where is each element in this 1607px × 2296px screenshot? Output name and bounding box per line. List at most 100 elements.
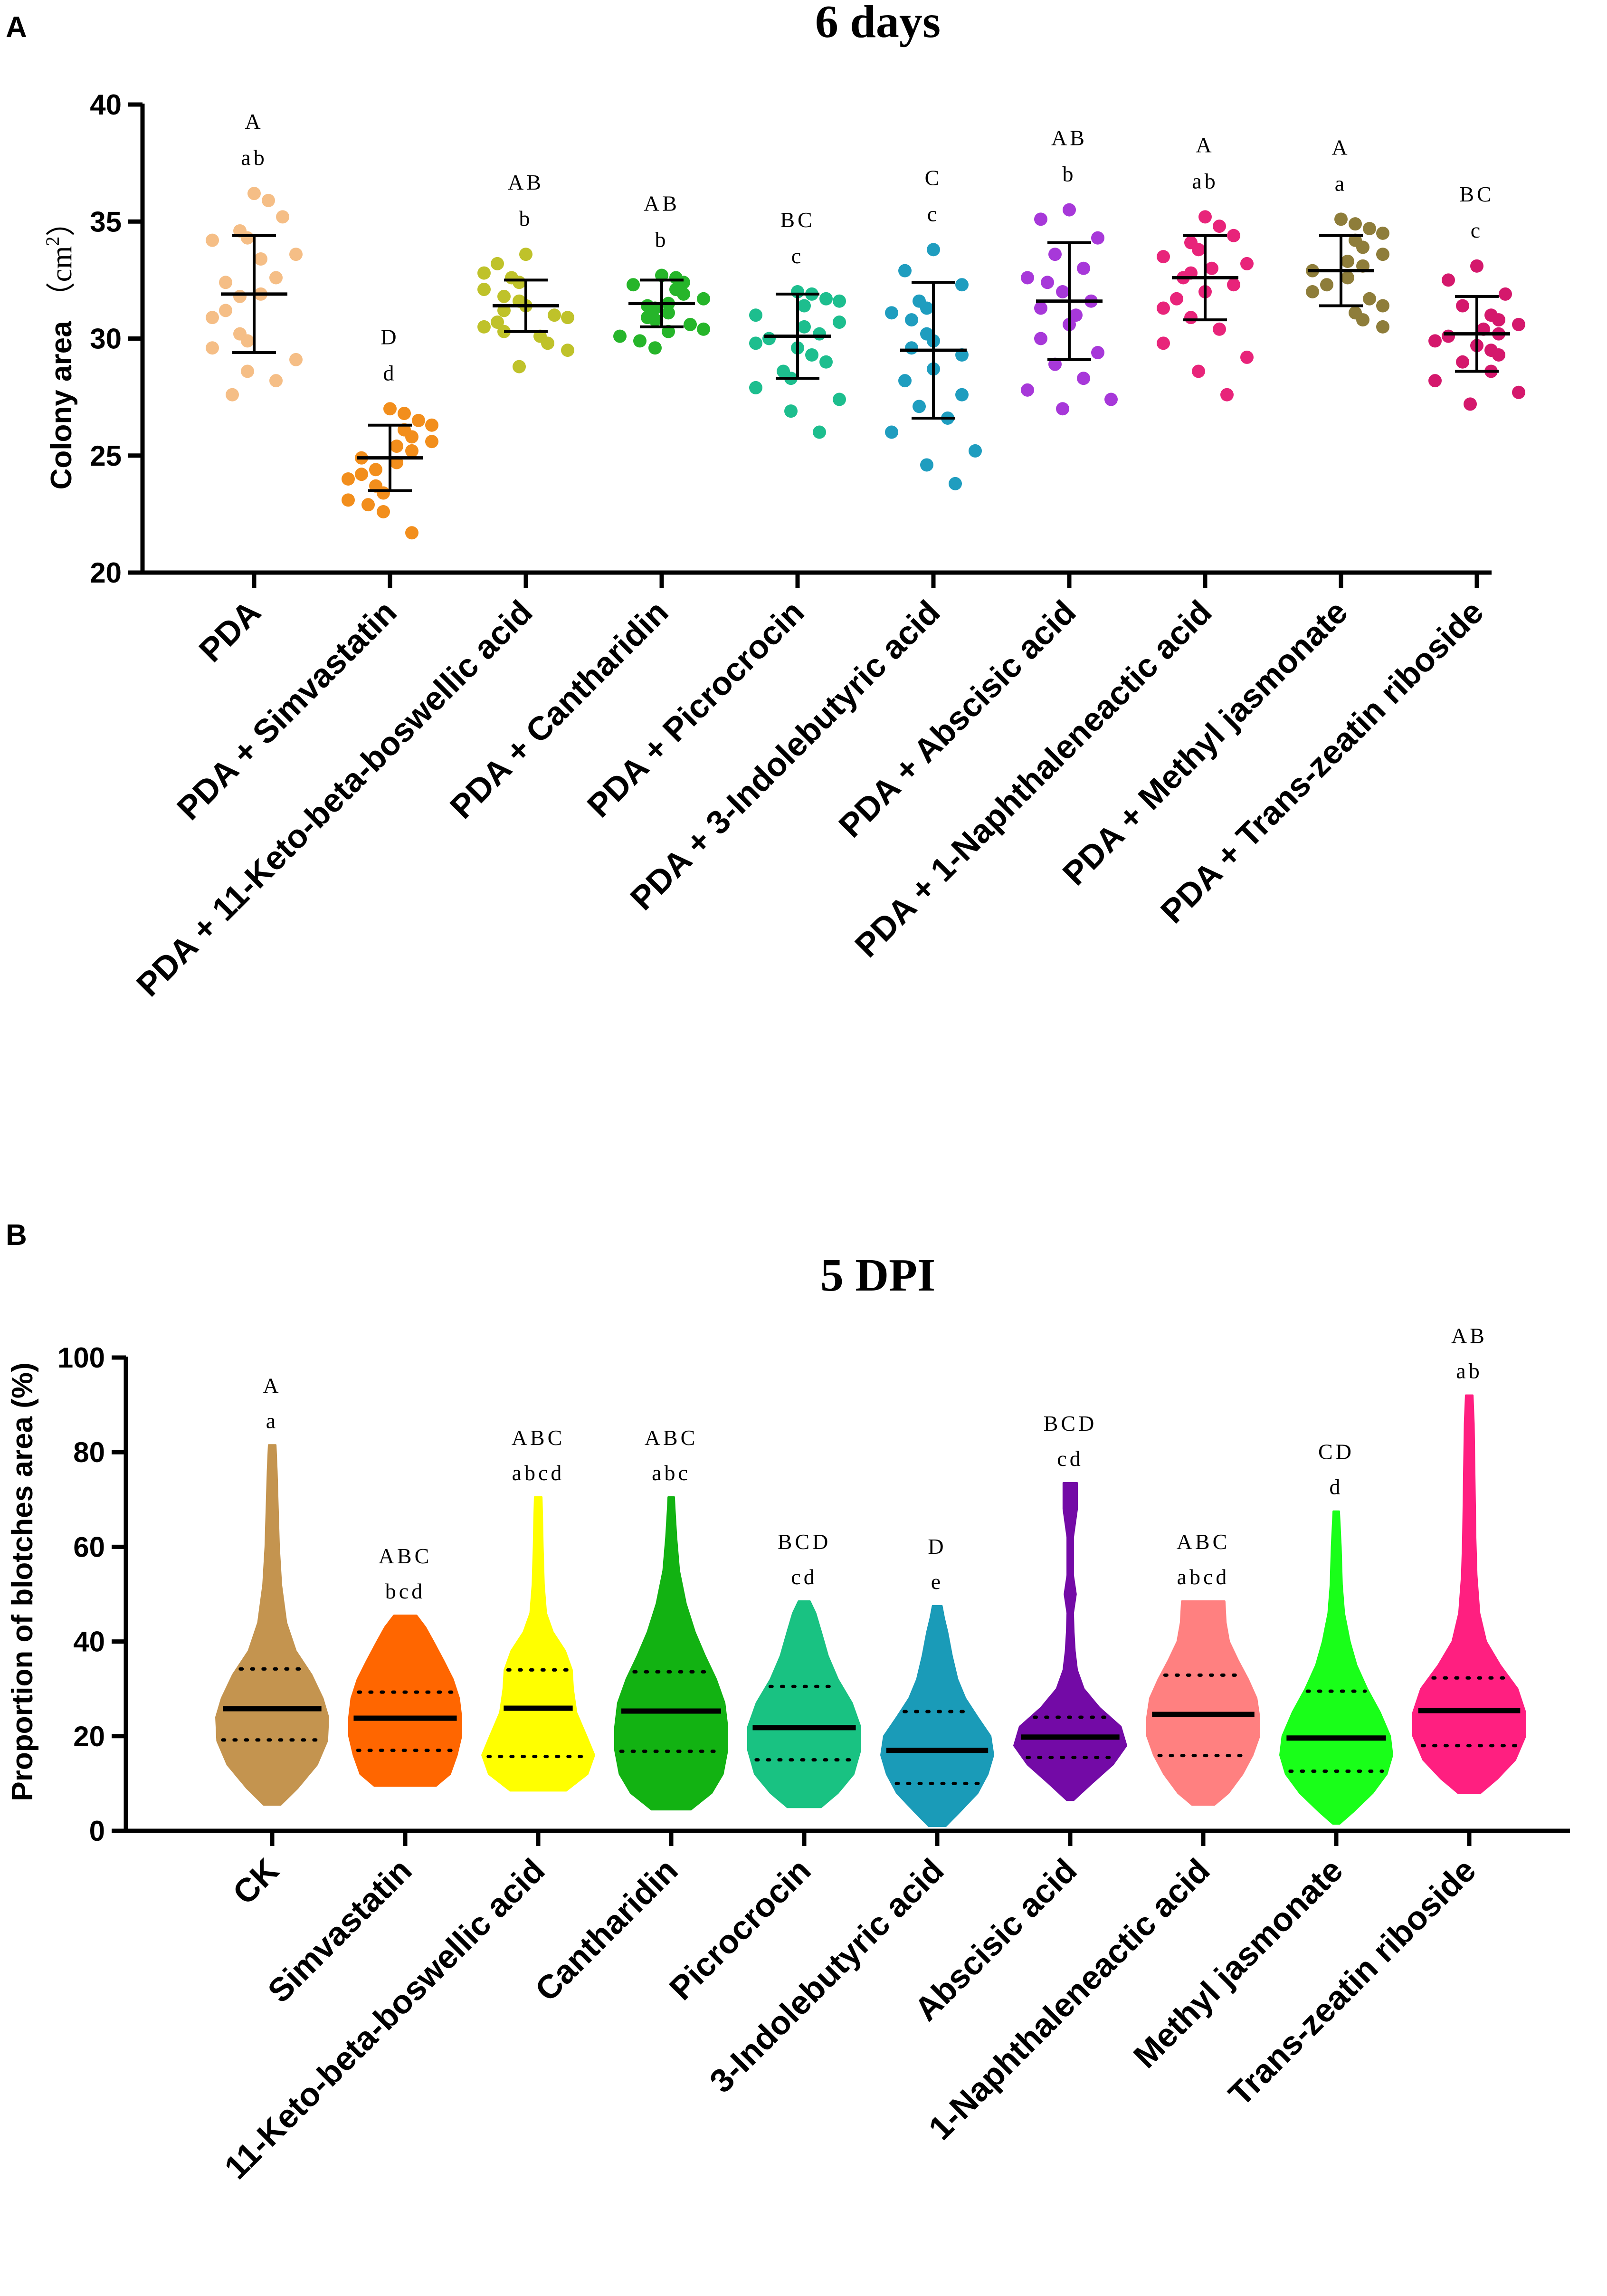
chart-a-point <box>1157 301 1170 315</box>
chart-a-point <box>920 458 933 472</box>
chart-a-point <box>613 329 627 343</box>
chart-a-upper-letter: AB <box>1051 126 1087 150</box>
chart-a-category-label: PDA <box>192 593 268 669</box>
chart-a-point <box>1063 203 1076 217</box>
chart-a-y-tick-label: 30 <box>90 323 122 355</box>
chart-a-upper-letter: A <box>1196 133 1214 157</box>
chart-a-point <box>412 413 425 427</box>
chart-b-violin <box>614 1496 728 1811</box>
chart-a-point <box>1341 271 1354 285</box>
chart-a-point <box>1077 261 1090 275</box>
chart-a-point <box>219 304 232 317</box>
chart-a-point <box>1198 210 1212 224</box>
chart-a-x-axis <box>141 570 1492 588</box>
chart-a-point <box>662 306 675 320</box>
chart-b-upper-letter: D <box>928 1534 946 1559</box>
chart-a-category-label: PDA + Simvastatin <box>170 593 404 827</box>
chart-a-point <box>1306 285 1319 298</box>
chart-a-y-tick-label: 20 <box>90 557 122 589</box>
chart-a-point <box>1077 372 1090 385</box>
chart-a-point <box>697 292 710 306</box>
chart-a-yunit: cm <box>46 246 78 282</box>
chart-a-point <box>1213 322 1226 336</box>
chart-a-point <box>819 292 833 306</box>
chart-a-point <box>513 360 526 373</box>
chart-a-point <box>477 283 491 297</box>
chart-a-point <box>262 193 275 207</box>
chart-a-point <box>833 316 846 329</box>
chart-a-point <box>885 306 898 320</box>
chart-a-point <box>1157 250 1170 264</box>
chart-a-point <box>749 308 762 322</box>
chart-b-violin <box>1146 1600 1260 1806</box>
chart-a-point <box>355 468 368 481</box>
chart-a-point <box>833 392 846 406</box>
chart-a-point <box>949 477 962 490</box>
chart-a-point <box>1021 271 1034 285</box>
chart-a-upper-letter: D <box>380 325 399 349</box>
chart-a-point <box>425 435 438 449</box>
chart-a-point <box>289 248 303 261</box>
chart-a-lower-letter: b <box>1063 162 1076 186</box>
chart-a-point <box>561 344 574 357</box>
chart-b-lower-letter: abcd <box>512 1461 565 1485</box>
chart-a-point <box>898 264 912 277</box>
chart-a-point <box>905 313 918 327</box>
chart-a-y-axis-label: Colony area（cm2） <box>42 207 78 490</box>
chart-a-point <box>1512 385 1525 399</box>
chart-a-point <box>1334 212 1348 226</box>
chart-b-upper-letter: ABC <box>512 1425 565 1450</box>
chart-b-violin <box>1412 1394 1526 1794</box>
chart-b-y-tick-label: 60 <box>73 1531 105 1563</box>
panel-a-label: A <box>6 11 27 44</box>
chart-a-point <box>1492 313 1505 327</box>
chart-b-lower-letter: cd <box>791 1565 817 1589</box>
chart-b-upper-letter: BCD <box>1044 1411 1097 1435</box>
chart-b-y-tick-label: 40 <box>73 1626 105 1658</box>
chart-a-lower-letter: ab <box>1192 169 1218 193</box>
chart-a-point <box>241 231 254 245</box>
chart-a-point <box>684 317 697 331</box>
chart-a-lower-letter: d <box>383 361 397 385</box>
chart-a-point <box>398 407 411 421</box>
chart-b-y-tick-label: 100 <box>57 1342 105 1374</box>
chart-a-point <box>1341 254 1354 268</box>
chart-a-point <box>1227 278 1240 292</box>
chart-a-lower-letter: c <box>927 201 940 226</box>
chart-a-point <box>1192 364 1205 378</box>
chart-a-point <box>1376 320 1389 334</box>
chart-a-lower-letter: a <box>1335 171 1347 195</box>
chart-a-point <box>813 327 826 341</box>
chart-a-upper-letter: A <box>1331 135 1350 159</box>
chart-a-point <box>1356 313 1369 327</box>
chart-b-y-axis: 0 20 40 60 80 100 <box>57 1342 128 1847</box>
chart-b-y-tick-label: 20 <box>73 1721 105 1752</box>
chart-a-point <box>955 278 969 292</box>
chart-b-lower-letter: abc <box>652 1461 691 1485</box>
chart-a-point <box>405 526 418 540</box>
chart-a-y-tick-label: 40 <box>90 89 122 121</box>
chart-a-point <box>369 463 382 477</box>
chart-a-point <box>1456 299 1469 313</box>
panel-b-label: B <box>6 1219 27 1252</box>
chart-b-category-label: Cantharidin <box>528 1851 685 2008</box>
chart-a-point <box>1021 383 1034 397</box>
chart-b-category-label: CK <box>226 1851 286 1912</box>
chart-a-point <box>1091 346 1104 360</box>
chart-a-point <box>405 430 418 444</box>
chart-a-y-tick-label: 25 <box>90 440 122 472</box>
chart-a-point <box>784 404 798 418</box>
chart-a-point <box>1470 259 1483 273</box>
chart-a-point <box>1227 229 1240 242</box>
chart-a-point <box>1428 334 1442 348</box>
chart-b-upper-letter: AB <box>1451 1324 1487 1348</box>
chart-a-point <box>749 381 762 394</box>
chart-b-category-label: Trans-zeatin riboside <box>1221 1851 1483 2113</box>
chart-a-point <box>920 301 933 315</box>
chart-a-point <box>1048 248 1062 261</box>
chart-a-point <box>541 336 554 350</box>
chart-b-upper-letter: BCD <box>778 1530 831 1554</box>
chart-a-upper-letter: AB <box>644 191 680 216</box>
chart-a-point <box>377 505 390 518</box>
